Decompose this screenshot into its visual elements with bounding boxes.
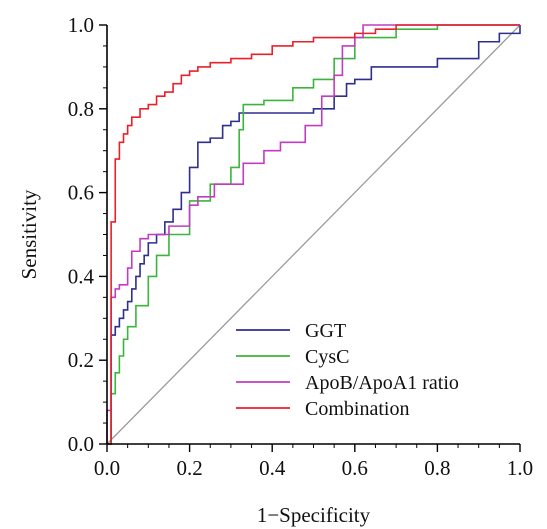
x-tick-label: 0.0 xyxy=(94,456,120,480)
y-tick-label: 0.4 xyxy=(68,264,95,288)
series-line-apob-apoa1-ratio xyxy=(106,24,520,444)
y-tick-label: 0.6 xyxy=(68,181,94,205)
y-tick-label: 0.2 xyxy=(68,348,94,372)
legend: GGT CysC ApoB/ApoA1 ratio Combination xyxy=(236,320,459,420)
legend-label-ggt: GGT xyxy=(305,320,346,342)
x-tick-label: 1.0 xyxy=(507,456,533,480)
legend-label-cysc: CysC xyxy=(305,346,349,368)
series-line-ggt xyxy=(107,25,521,445)
y-tick-label: 0.8 xyxy=(68,97,94,121)
reference-diagonal-line xyxy=(106,24,521,445)
series-layer xyxy=(106,24,521,445)
x-tick-label: 0.8 xyxy=(424,456,450,480)
y-axis-label: Sensitivity xyxy=(17,189,41,279)
series-line-cysc xyxy=(107,24,520,445)
x-tick-label: 0.6 xyxy=(342,456,368,480)
x-axis-label: 1−Specificity xyxy=(257,503,371,527)
x-tick-label: 0.4 xyxy=(259,456,286,480)
y-tick-label: 1.0 xyxy=(68,13,94,37)
reference-layer xyxy=(106,24,521,445)
legend-label-combination: Combination xyxy=(305,398,409,420)
axes-layer: 0.0 0.2 0.4 0.6 0.8 1.0 0.0 0.2 0.4 0.6 0.8 1.0 xyxy=(68,13,533,480)
x-tick-label: 0.2 xyxy=(176,456,202,480)
series-line-combination xyxy=(107,24,520,445)
legend-label-apob-apoa1-ratio: ApoB/ApoA1 ratio xyxy=(305,372,459,394)
y-tick-label: 0.0 xyxy=(68,432,94,456)
